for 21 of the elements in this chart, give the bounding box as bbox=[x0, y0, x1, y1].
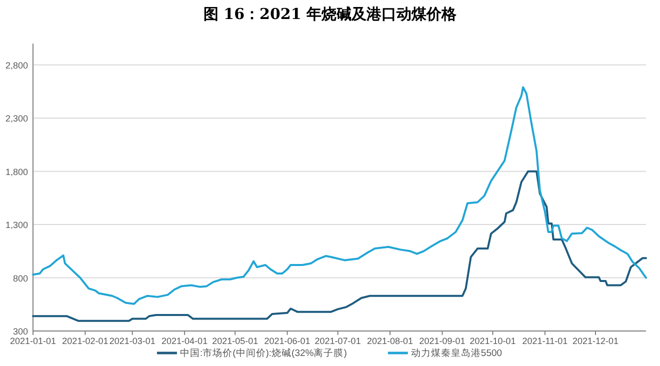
x-tick-label: 2021-11-01 bbox=[522, 336, 568, 346]
x-tick-label: 2021-04-01 bbox=[162, 336, 208, 346]
legend-label: 动力煤秦皇岛港5500 bbox=[410, 347, 502, 359]
x-tick-label: 2021-12-01 bbox=[572, 336, 618, 346]
y-tick-label: 2,800 bbox=[5, 60, 28, 70]
x-tick-label: 2021-03-01 bbox=[109, 336, 156, 346]
legend-label: 中国:市场价(中间价):烧碱(32%离子膜) bbox=[180, 347, 347, 359]
x-tick-label: 2021-06-01 bbox=[264, 336, 310, 346]
y-tick-label: 1,300 bbox=[5, 220, 28, 230]
x-tick-label: 2021-02-01 bbox=[62, 336, 108, 346]
y-tick-label: 2,300 bbox=[5, 114, 28, 124]
x-tick-label: 2021-08-01 bbox=[367, 336, 414, 346]
x-tick-label: 2021-09-01 bbox=[419, 336, 466, 346]
x-tick-label: 2021-01-01 bbox=[10, 336, 56, 346]
y-tick-label: 800 bbox=[12, 273, 28, 284]
x-tick-label: 2021-05-01 bbox=[212, 336, 258, 346]
y-tick-label: 300 bbox=[12, 326, 28, 336]
x-tick-label: 2021-07-01 bbox=[314, 336, 361, 346]
x-tick-label: 2021-10-01 bbox=[470, 336, 516, 346]
title: 图 16：2021 年烧碱及港口动煤价格 bbox=[203, 5, 457, 23]
y-tick-label: 1,800 bbox=[5, 166, 28, 177]
